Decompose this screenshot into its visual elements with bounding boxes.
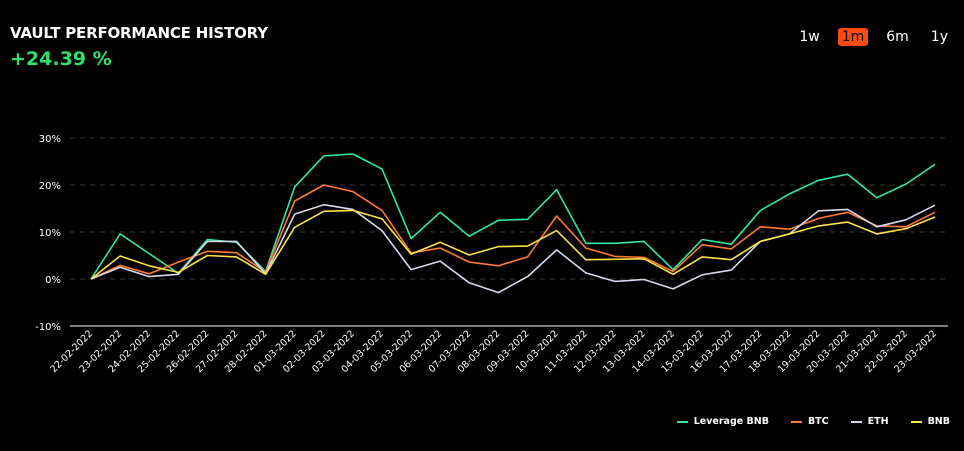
legend-label: BNB (927, 416, 950, 427)
series-line-eth (90, 203, 936, 294)
y-tick-label: -10% (35, 322, 61, 333)
legend-label: ETH (867, 416, 889, 427)
y-tick-label: 20% (39, 181, 61, 192)
legend-item-bnb[interactable]: BNB (910, 416, 950, 427)
range-1y-button[interactable]: 1y (930, 29, 948, 45)
performance-change: +24.39 % (10, 48, 112, 70)
y-tick-label: 0% (45, 275, 61, 286)
series-line-bnb (90, 209, 936, 280)
range-1w-button[interactable]: 1w (799, 29, 820, 45)
chart-title: VAULT PERFORMANCE HISTORY (10, 24, 268, 42)
y-tick-label: 10% (39, 228, 61, 239)
legend-item-leverage-bnb[interactable]: Leverage BNB (676, 416, 769, 427)
legend-swatch (910, 420, 922, 423)
time-range-selector: 1w 1m 6m 1y (795, 28, 952, 46)
y-tick-label: 30% (39, 134, 61, 145)
legend-swatch (850, 420, 862, 423)
legend-swatch (790, 420, 802, 423)
range-1m-button[interactable]: 1m (837, 28, 869, 46)
range-6m-button[interactable]: 6m (886, 29, 909, 45)
series-line-btc (90, 184, 936, 280)
legend-item-eth[interactable]: ETH (850, 416, 889, 427)
legend-label: BTC (807, 416, 829, 427)
legend-item-btc[interactable]: BTC (790, 416, 829, 427)
legend-label: Leverage BNB (693, 416, 769, 427)
chart-legend: Leverage BNB BTC ETH BNB (676, 416, 950, 427)
legend-swatch (676, 420, 688, 423)
series-line-leverage-bnb (90, 153, 936, 280)
